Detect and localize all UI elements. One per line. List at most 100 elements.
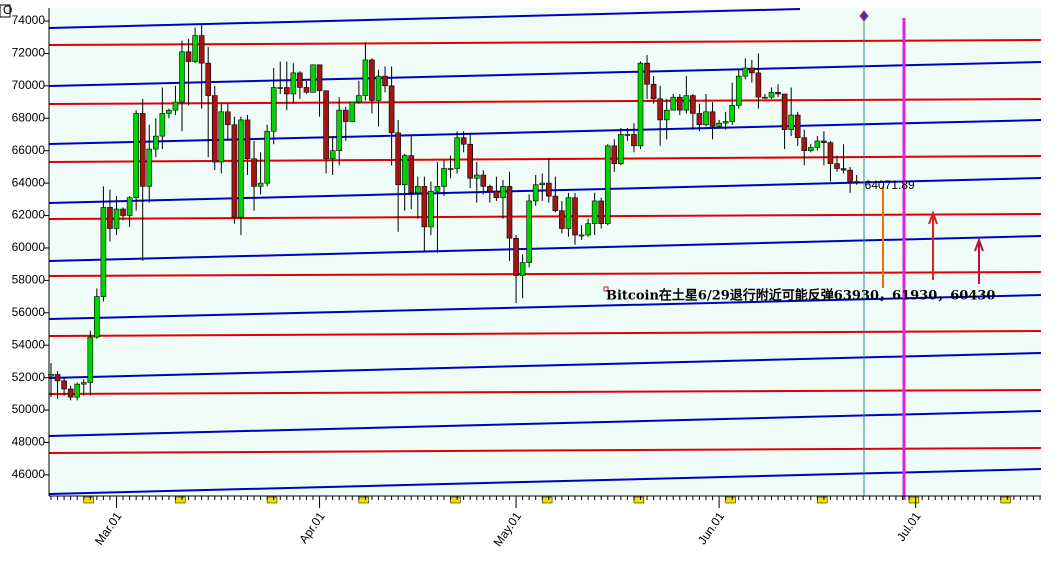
y-tick-label: 74000	[12, 13, 46, 27]
candle-body	[657, 98, 663, 121]
candle-body	[198, 35, 205, 64]
blue-line	[48, 410, 1042, 437]
candle-body	[153, 135, 159, 150]
candle-body	[755, 72, 762, 98]
candle-body	[467, 143, 474, 179]
candle-body	[853, 181, 860, 183]
y-tick-label: 64000	[12, 175, 46, 189]
arrow	[974, 237, 984, 284]
candle-body	[218, 111, 225, 163]
candle-body	[847, 169, 853, 182]
candle-body	[414, 186, 421, 194]
corner-label: O	[3, 3, 12, 17]
candle-body	[277, 87, 284, 89]
red-line	[48, 213, 1042, 220]
candle-body	[369, 59, 375, 101]
candle-body	[87, 336, 94, 383]
candle-body	[834, 163, 840, 169]
candle-body	[650, 83, 657, 100]
red-line	[48, 39, 1042, 46]
x-tick-label: Mar.01	[92, 509, 125, 547]
candle-body	[257, 182, 264, 187]
candle-body	[356, 95, 362, 103]
candle-body	[100, 207, 107, 297]
candle-body	[316, 64, 323, 92]
candle-body	[447, 168, 454, 170]
candle-body	[428, 190, 434, 228]
candle-body	[434, 186, 441, 192]
candle-body	[500, 186, 506, 199]
candle-body	[238, 119, 244, 218]
marker-diamond	[859, 10, 869, 22]
candle-body	[775, 92, 781, 95]
candle-body	[94, 296, 100, 338]
candle-body	[611, 145, 618, 164]
candle-body	[67, 388, 74, 398]
candle-body	[270, 87, 277, 132]
candle-body	[807, 147, 814, 152]
blue-line	[48, 235, 1042, 262]
annotation-marker	[603, 286, 609, 292]
candle-body	[696, 113, 703, 126]
candle-body	[454, 137, 460, 169]
candle-body	[225, 111, 231, 126]
candle-body	[749, 67, 755, 74]
candle-body	[251, 158, 257, 187]
y-tick-label: 62000	[12, 208, 46, 222]
candle-body	[74, 383, 80, 398]
x-tick-label: May.01	[491, 509, 525, 549]
candle-body	[709, 111, 716, 127]
candle-body	[120, 208, 126, 216]
candle-body	[631, 134, 637, 147]
x-tick-label: Jun.01	[695, 509, 727, 547]
candle-body	[591, 200, 598, 224]
blue-line	[48, 468, 1042, 495]
candle-body	[192, 35, 198, 62]
x-tick-label: Apr.01	[296, 509, 328, 546]
candle-body	[133, 113, 139, 199]
candle-body	[735, 75, 742, 106]
candle-body	[801, 137, 808, 152]
candle-body	[303, 87, 310, 93]
candle-body	[663, 109, 670, 121]
candle-body	[113, 208, 120, 229]
candle-body	[585, 223, 591, 236]
candle-body	[329, 150, 336, 160]
candle-body	[618, 134, 624, 164]
ruler-block	[633, 496, 645, 504]
candle-body	[552, 195, 559, 211]
blue-line	[48, 352, 1042, 379]
candle-body	[460, 137, 467, 145]
candle-body	[637, 62, 644, 147]
ruler-block	[817, 496, 828, 504]
candle-body	[578, 234, 585, 237]
candle-body	[283, 87, 290, 95]
blue-line	[48, 177, 1042, 204]
blue-line	[48, 8, 801, 29]
candle-body	[788, 114, 794, 130]
candle-body	[342, 109, 349, 122]
ruler-block	[83, 496, 94, 504]
y-tick-label: 70000	[12, 78, 46, 92]
candle-body	[716, 122, 722, 127]
y-tick-label: 50000	[12, 402, 46, 416]
ruler-block	[450, 496, 461, 504]
candle-body	[408, 155, 415, 194]
candle-body	[781, 93, 788, 130]
candle-body	[349, 101, 356, 122]
candle-body	[565, 197, 572, 229]
blue-line	[48, 294, 1042, 320]
candle-body	[676, 96, 683, 111]
y-tick-label: 56000	[12, 305, 46, 319]
candle-body	[264, 130, 270, 184]
candle-body	[572, 197, 578, 236]
candle-body	[61, 380, 67, 390]
candle-body	[139, 113, 146, 187]
red-line	[48, 389, 1042, 395]
candle-body	[493, 190, 500, 199]
arrow	[928, 210, 938, 280]
candle-body	[644, 62, 650, 85]
candle-body	[395, 132, 401, 186]
candle-body	[388, 85, 395, 134]
